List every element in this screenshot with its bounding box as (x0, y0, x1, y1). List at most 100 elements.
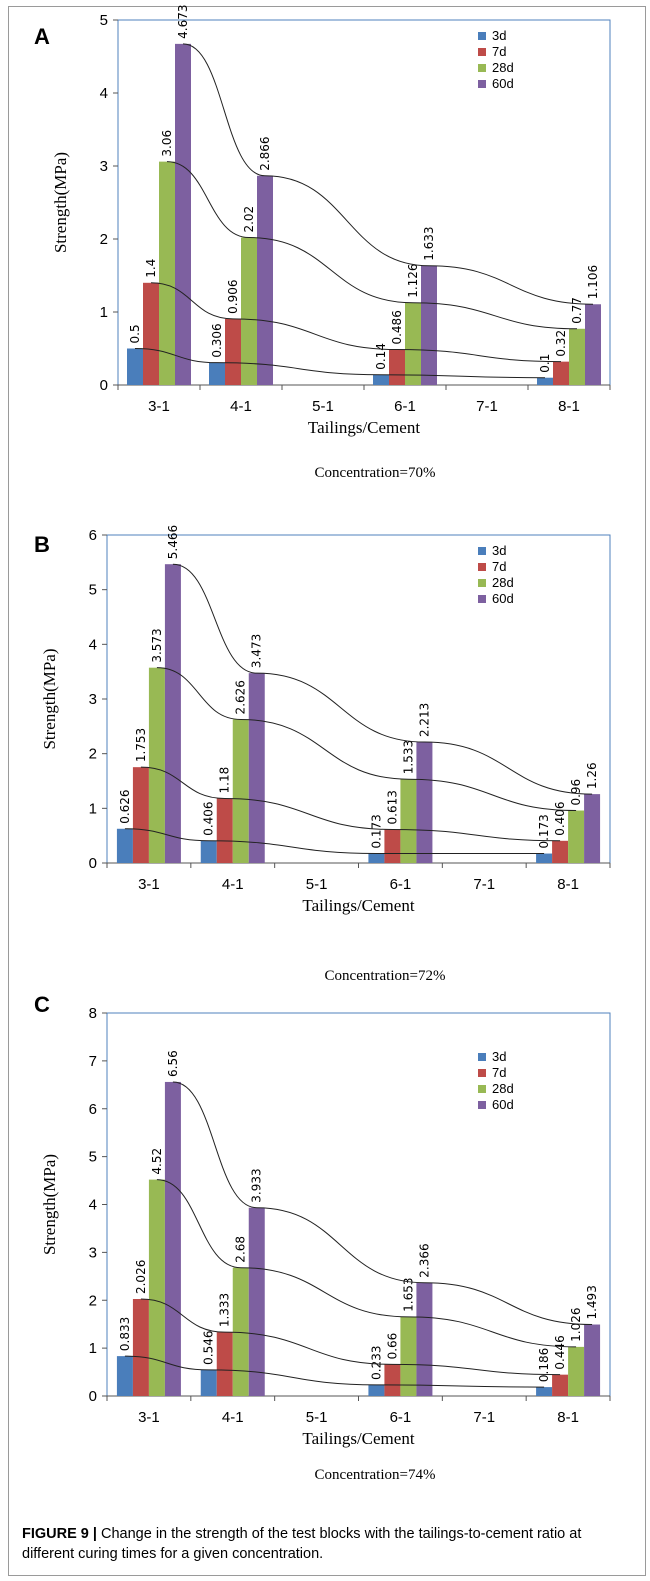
data-label-3d-8-1: 0.173 (537, 814, 551, 848)
bar-3d-6-1 (368, 853, 385, 863)
figure-frame (8, 6, 646, 1576)
legend-label-28d: 28d (492, 575, 514, 590)
bar-3d-8-1 (536, 853, 553, 863)
trend-line-60d (182, 43, 594, 305)
data-label-28d-6-1: 1.126 (406, 263, 420, 297)
trend-line-3d (124, 828, 545, 855)
y-tick-label: 2 (89, 1292, 97, 1309)
data-label-3d-6-1: 0.173 (369, 814, 383, 848)
x-axis-title: Tailings/Cement (302, 896, 414, 915)
data-label-28d-8-1: 0.77 (570, 297, 584, 324)
bar-28d-8-1 (569, 328, 585, 385)
legend-label-60d: 60d (492, 76, 514, 91)
legend-label-3d: 3d (492, 1049, 506, 1064)
panel-label-c: C (34, 992, 50, 1017)
bar-7d-8-1 (553, 361, 569, 385)
x-tick-label: 4-1 (230, 398, 252, 415)
data-label-7d-8-1: 0.446 (553, 1335, 567, 1369)
legend-swatch-3d (478, 32, 486, 40)
bar-28d-3-1 (148, 1179, 165, 1396)
bar-60d-3-1 (164, 564, 181, 863)
y-tick-label: 6 (89, 527, 97, 544)
legend-swatch-60d (478, 595, 486, 603)
y-tick-label: 4 (89, 636, 97, 653)
bar-60d-8-1 (584, 1324, 601, 1396)
y-axis-title: Strength(MPa) (40, 1154, 59, 1255)
concentration-note: Concentration=70% (315, 465, 436, 481)
chart-svg-a: A 0 1 2 3 4 5 3-1 4-1 5-1 6-1 7-1 8-1 Tailings/Cement… (34, 5, 611, 481)
legend-label-7d: 7d (492, 1065, 506, 1080)
y-tick-label: 3 (89, 691, 97, 708)
data-label-3d-4-1: 0.546 (202, 1331, 216, 1365)
data-label-60d-3-1: 5.466 (166, 525, 180, 559)
y-tick-label: 1 (89, 800, 97, 817)
chart-panel-b: B 0 1 2 3 4 5 6 3-1 4-1 5-1 6-1 7-1 8-1 Tailings/Cemen… (0, 505, 650, 987)
data-label-60d-6-1: 1.633 (422, 226, 436, 260)
legend-swatch-60d (478, 1101, 486, 1109)
caption-text: Change in the strength of the test block… (22, 1526, 582, 1562)
chart-svg-b: B 0 1 2 3 4 5 6 3-1 4-1 5-1 6-1 7-1 8-1 Tailings/Cemen… (34, 525, 611, 984)
legend-swatch-7d (478, 563, 486, 571)
data-label-7d-3-1: 1.4 (144, 259, 158, 278)
panel-label-b: B (34, 532, 50, 557)
legend-label-60d: 60d (492, 591, 514, 606)
plot-area-frame (106, 534, 611, 864)
x-tick-label: 7-1 (473, 876, 495, 893)
bar-3d-3-1 (116, 828, 133, 863)
y-tick-label: 3 (100, 158, 108, 175)
legend-label-60d: 60d (492, 1097, 514, 1112)
bar-60d-4-1 (257, 175, 273, 385)
legend-swatch-28d (478, 579, 486, 587)
bar-3d-4-1 (200, 1369, 217, 1396)
data-label-60d-4-1: 3.933 (250, 1168, 264, 1202)
data-label-28d-8-1: 1.026 (569, 1308, 583, 1342)
bar-7d-4-1 (225, 318, 241, 385)
y-tick-label: 0 (89, 855, 97, 872)
x-tick-label: 8-1 (557, 876, 579, 893)
data-label-28d-4-1: 2.626 (234, 680, 248, 714)
bar-3d-6-1 (368, 1384, 385, 1396)
bar-28d-4-1 (232, 1267, 249, 1396)
data-label-60d-8-1: 1.26 (585, 762, 599, 789)
data-label-28d-4-1: 2.68 (234, 1236, 248, 1263)
bar-60d-3-1 (164, 1081, 181, 1396)
data-label-3d-8-1: 0.1 (538, 354, 552, 373)
x-tick-label: 3-1 (148, 398, 170, 415)
y-axis-title: Strength(MPa) (40, 648, 59, 749)
data-label-28d-3-1: 3.573 (150, 628, 164, 662)
legend-swatch-3d (478, 1053, 486, 1061)
x-tick-label: 3-1 (138, 876, 160, 893)
data-label-28d-6-1: 1.653 (401, 1278, 415, 1312)
bar-28d-6-1 (400, 1316, 417, 1396)
bar-28d-4-1 (232, 719, 249, 863)
figure-caption: FIGURE 9 | Change in the strength of the… (22, 1524, 622, 1564)
plot-area-frame (117, 19, 611, 386)
x-axis-title: Tailings/Cement (308, 418, 420, 437)
bar-28d-6-1 (405, 302, 421, 385)
bar-28d-3-1 (148, 667, 165, 863)
bar-3d-3-1 (127, 348, 143, 385)
bar-60d-6-1 (416, 742, 433, 863)
data-label-60d-4-1: 3.473 (250, 634, 264, 668)
bar-3d-3-1 (116, 1356, 133, 1396)
concentration-note: Concentration=74% (315, 1467, 436, 1483)
legend-label-3d: 3d (492, 543, 506, 558)
bar-60d-8-1 (585, 304, 601, 385)
legend-label-28d: 28d (492, 60, 514, 75)
legend-swatch-60d (478, 80, 486, 88)
chart-panel-c: C 0 1 2 3 4 5 6 7 8 3-1 4-1 5-1 6-1 7-1 8-1 Tailings/Cem… (0, 987, 650, 1522)
bar-7d-8-1 (552, 840, 569, 863)
bar-28d-8-1 (568, 1346, 585, 1396)
y-tick-label: 7 (89, 1053, 97, 1070)
bar-7d-4-1 (216, 1332, 233, 1396)
data-label-7d-6-1: 0.486 (390, 310, 404, 344)
data-label-28d-8-1: 0.96 (569, 779, 583, 806)
bar-28d-8-1 (568, 810, 585, 863)
bar-60d-4-1 (248, 673, 265, 863)
x-tick-label: 6-1 (390, 876, 412, 893)
bar-3d-8-1 (536, 1387, 553, 1396)
bar-3d-4-1 (200, 840, 217, 863)
x-tick-label: 3-1 (138, 1409, 160, 1426)
bar-7d-3-1 (132, 767, 149, 863)
trend-line-28d (156, 667, 577, 812)
